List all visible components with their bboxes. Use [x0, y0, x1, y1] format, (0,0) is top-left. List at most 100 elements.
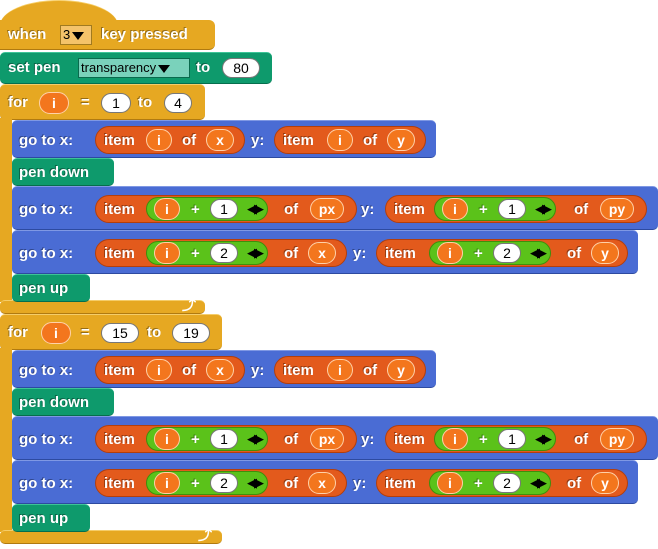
of-label: of — [574, 201, 589, 218]
go-to-block[interactable]: go to x: item i + 2 ◀▶ of x y: item i + … — [12, 460, 638, 504]
sum-reporter[interactable]: i + 1 ◀▶ — [434, 197, 556, 221]
set-pen-block[interactable]: set pen transparency to 80 — [0, 52, 272, 84]
item-of-reporter[interactable]: item i + 2 ◀▶ of x — [95, 469, 347, 497]
item-of-reporter[interactable]: item i + 1 ◀▶ of px — [95, 195, 357, 223]
plus-label: + — [191, 201, 200, 218]
of-label: of — [182, 132, 197, 149]
addend-input[interactable]: 1 — [498, 199, 526, 219]
addend-input[interactable]: 1 — [210, 199, 238, 219]
go-to-x-label: go to x: — [19, 132, 74, 149]
var-i[interactable]: i — [146, 129, 172, 151]
var-py[interactable]: py — [600, 198, 634, 220]
go-to-block[interactable]: go to x: item i + 1 ◀▶ of px y: item i +… — [12, 186, 658, 230]
item-of-reporter[interactable]: item i + 2 ◀▶ of x — [95, 239, 347, 267]
item-of-reporter[interactable]: item i of x — [95, 356, 245, 384]
sum-reporter[interactable]: i + 2 ◀▶ — [146, 241, 268, 265]
addend-input[interactable]: 2 — [493, 473, 521, 493]
sum-reporter[interactable]: i + 2 ◀▶ — [146, 471, 268, 495]
addend-input[interactable]: 1 — [498, 429, 526, 449]
var-x[interactable]: x — [206, 359, 234, 381]
var-i[interactable]: i — [437, 242, 463, 264]
var-i[interactable]: i — [442, 198, 468, 220]
var-i[interactable]: i — [327, 129, 353, 151]
var-i[interactable]: i — [146, 359, 172, 381]
from-input[interactable]: 15 — [101, 323, 139, 343]
pen-up-block[interactable]: pen up — [12, 274, 90, 302]
var-i[interactable]: i — [154, 242, 180, 264]
var-px[interactable]: px — [310, 428, 344, 450]
go-to-block[interactable]: go to x: item i + 2 ◀▶ of x y: item i + … — [12, 230, 638, 274]
addend-input[interactable]: 2 — [210, 473, 238, 493]
for-loop-2-header[interactable]: for i = 15 to 19 — [0, 314, 222, 350]
sum-reporter[interactable]: i + 1 ◀▶ — [146, 197, 268, 221]
loop-var-i[interactable]: i — [41, 322, 71, 344]
var-i[interactable]: i — [327, 359, 353, 381]
sum-reporter[interactable]: i + 2 ◀▶ — [429, 241, 551, 265]
to-label: to — [138, 94, 153, 111]
var-x[interactable]: x — [308, 472, 336, 494]
sum-reporter[interactable]: i + 1 ◀▶ — [146, 427, 268, 451]
when-key-pressed-hat[interactable]: when 3 key pressed — [0, 0, 215, 52]
item-of-reporter[interactable]: item i of y — [274, 126, 426, 154]
item-of-reporter[interactable]: item i + 2 ◀▶ of y — [376, 239, 628, 267]
item-of-reporter[interactable]: item i of y — [274, 356, 426, 384]
item-label: item — [385, 245, 416, 262]
variadic-arrows-icon[interactable]: ◀▶ — [247, 201, 264, 216]
var-x[interactable]: x — [206, 129, 234, 151]
to-input[interactable]: 4 — [164, 93, 192, 113]
of-label: of — [284, 431, 299, 448]
pen-down-label: pen down — [19, 394, 89, 411]
pen-down-block[interactable]: pen down — [12, 388, 114, 416]
to-label: to — [196, 59, 211, 76]
item-of-reporter[interactable]: item i + 1 ◀▶ of py — [385, 195, 647, 223]
for-loop-1-arm — [0, 118, 12, 302]
go-to-block[interactable]: go to x: item i + 1 ◀▶ of px y: item i +… — [12, 416, 658, 460]
equals-label: = — [81, 94, 90, 111]
var-py[interactable]: py — [600, 428, 634, 450]
plus-label: + — [191, 431, 200, 448]
variadic-arrows-icon[interactable]: ◀▶ — [247, 475, 264, 490]
pen-up-block[interactable]: pen up — [12, 504, 90, 532]
to-input[interactable]: 19 — [172, 323, 210, 343]
to-label: to — [147, 324, 162, 341]
key-dropdown[interactable]: 3 — [60, 25, 92, 45]
var-y[interactable]: y — [591, 472, 619, 494]
loop-var-i[interactable]: i — [39, 92, 69, 114]
var-i[interactable]: i — [442, 428, 468, 450]
variadic-arrows-icon[interactable]: ◀▶ — [247, 245, 264, 260]
hat-body — [0, 20, 215, 50]
addend-input[interactable]: 1 — [210, 429, 238, 449]
sum-reporter[interactable]: i + 2 ◀▶ — [429, 471, 551, 495]
pen-value-input[interactable]: 80 — [222, 58, 260, 78]
var-x[interactable]: x — [308, 242, 336, 264]
go-to-block[interactable]: go to x: item i of x y: item i of y — [12, 350, 436, 388]
variadic-arrows-icon[interactable]: ◀▶ — [530, 475, 547, 490]
pen-attribute-dropdown[interactable]: transparency — [78, 58, 190, 78]
pen-down-block[interactable]: pen down — [12, 158, 114, 186]
addend-input[interactable]: 2 — [210, 243, 238, 263]
set-pen-label: set pen — [8, 59, 61, 76]
item-of-reporter[interactable]: item i of x — [95, 126, 245, 154]
go-to-block[interactable]: go to x: item i of x y: item i of y — [12, 120, 436, 158]
sum-reporter[interactable]: i + 1 ◀▶ — [434, 427, 556, 451]
var-y[interactable]: y — [387, 129, 415, 151]
var-y[interactable]: y — [387, 359, 415, 381]
dropdown-arrow-icon — [72, 31, 85, 40]
variadic-arrows-icon[interactable]: ◀▶ — [535, 201, 552, 216]
for-loop-1-header[interactable]: for i = 1 to 4 — [0, 84, 205, 120]
var-y[interactable]: y — [591, 242, 619, 264]
of-label: of — [567, 475, 582, 492]
from-input[interactable]: 1 — [101, 93, 131, 113]
variadic-arrows-icon[interactable]: ◀▶ — [247, 431, 264, 446]
item-of-reporter[interactable]: item i + 2 ◀▶ of y — [376, 469, 628, 497]
addend-input[interactable]: 2 — [493, 243, 521, 263]
item-of-reporter[interactable]: item i + 1 ◀▶ of px — [95, 425, 357, 453]
var-i[interactable]: i — [154, 198, 180, 220]
item-of-reporter[interactable]: item i + 1 ◀▶ of py — [385, 425, 647, 453]
var-i[interactable]: i — [154, 428, 180, 450]
var-i[interactable]: i — [437, 472, 463, 494]
variadic-arrows-icon[interactable]: ◀▶ — [530, 245, 547, 260]
var-i[interactable]: i — [154, 472, 180, 494]
var-px[interactable]: px — [310, 198, 344, 220]
variadic-arrows-icon[interactable]: ◀▶ — [535, 431, 552, 446]
